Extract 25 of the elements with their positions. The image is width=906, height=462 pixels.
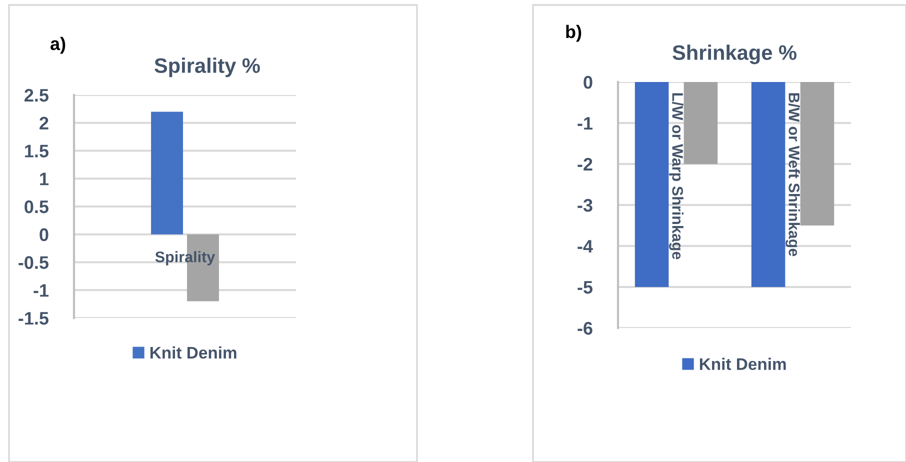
y-tick-label: -0.5 (18, 256, 48, 269)
text: a) (50, 36, 66, 54)
chart-title: Shrinkage % (672, 44, 796, 64)
y-tick-label: -1 (578, 117, 592, 130)
x-tick-label: L/W or Warp Shrinkage (669, 93, 684, 260)
x-tick-label: Spirality (155, 251, 216, 266)
y-tick-label: -6 (578, 322, 592, 335)
y-tick-label: 2.5 (24, 88, 48, 102)
y-tick-label: 2 (40, 116, 48, 130)
chart-title: Spirality % (154, 58, 260, 78)
y-tick-label: -2 (578, 158, 592, 171)
y-tick-label: 0 (40, 228, 48, 242)
y-tick-label: 1.5 (25, 144, 48, 158)
y-tick-label: 0 (584, 76, 592, 89)
y-tick-label: -5 (578, 281, 592, 294)
legend-label: Knit Denim (150, 346, 236, 359)
text: b) (566, 24, 582, 42)
legend-label: Knit Denim (700, 358, 786, 370)
y-tick-label: -3 (578, 198, 592, 212)
y-tick-label: -1.5 (18, 312, 48, 325)
y-tick-label: 1 (40, 172, 48, 186)
x-tick-label: B/W or Weft Shrinkage (786, 93, 800, 256)
y-tick-label: 0.5 (24, 200, 48, 214)
y-tick-label: -1 (34, 284, 48, 297)
y-tick-label: -4 (578, 240, 593, 253)
